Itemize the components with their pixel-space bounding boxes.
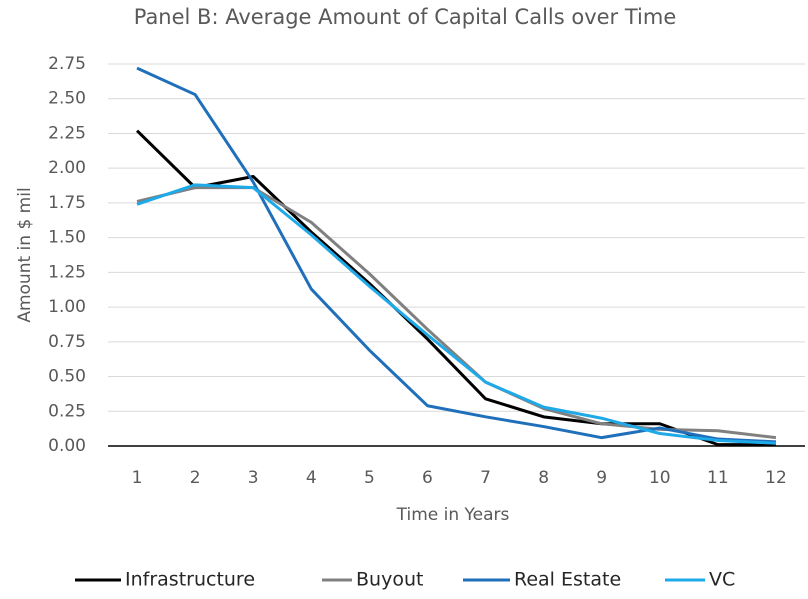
x-tick-label: 5: [364, 468, 375, 488]
x-tick-label: 8: [538, 468, 549, 488]
y-tick-label: 0.50: [48, 367, 86, 387]
x-tick-label: 2: [190, 468, 201, 488]
x-tick-label: 6: [422, 468, 433, 488]
legend-label: VC: [709, 569, 735, 591]
y-tick-label: 1.50: [48, 228, 86, 248]
x-tick-label: 1: [132, 468, 143, 488]
y-tick-label: 2.50: [48, 89, 86, 109]
chart-title: Panel B: Average Amount of Capital Calls…: [134, 5, 677, 29]
y-tick-label: 1.75: [48, 193, 86, 213]
y-tick-label: 1.00: [48, 297, 86, 317]
legend: Infrastructure Buyout Real Estate VC: [75, 569, 735, 591]
x-tick-label: 4: [306, 468, 317, 488]
series-line: [135, 129, 776, 447]
x-tick-label: 7: [480, 468, 491, 488]
series-line: [136, 66, 777, 444]
x-tick-label: 12: [765, 468, 787, 488]
y-tick-label: 0.25: [48, 401, 86, 421]
legend-label: Real Estate: [514, 569, 621, 591]
y-axis-label: Amount in $ mil: [15, 187, 35, 322]
series-line: [136, 183, 777, 445]
y-tick-label: 0.75: [48, 332, 86, 352]
x-axis-label: Time in Years: [396, 505, 510, 525]
x-tick-label: 9: [596, 468, 607, 488]
x-tick-label: 10: [649, 468, 671, 488]
series-line: [136, 186, 777, 440]
legend-label: Buyout: [356, 569, 423, 591]
y-tick-label: 0.00: [48, 436, 86, 456]
y-tick-label: 1.25: [48, 262, 86, 282]
y-tick-label: 2.75: [48, 54, 86, 74]
legend-label: Infrastructure: [125, 569, 255, 591]
y-tick-label: 2.00: [48, 158, 86, 178]
x-tick-label: 11: [707, 468, 729, 488]
y-tick-label: 2.25: [48, 123, 86, 143]
x-tick-label: 3: [248, 468, 259, 488]
